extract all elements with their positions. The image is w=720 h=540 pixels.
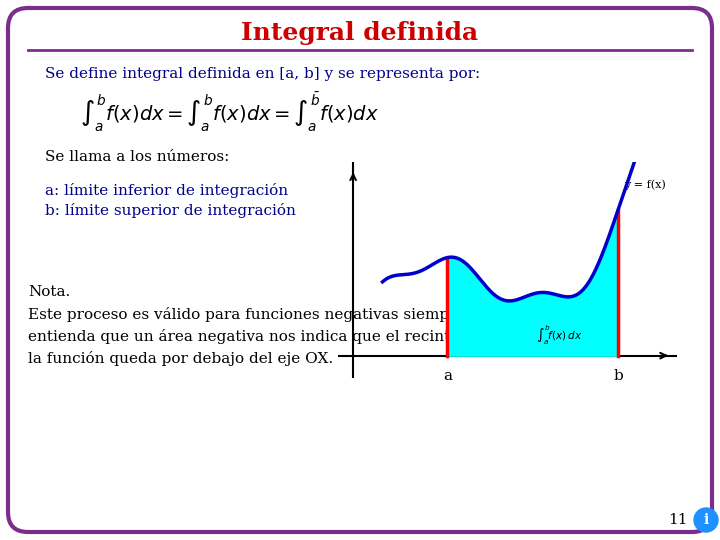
Text: b: límite superior de integración: b: límite superior de integración xyxy=(45,202,296,218)
Text: entienda que un área negativa nos indica que el recinto que delimita: entienda que un área negativa nos indica… xyxy=(28,328,561,343)
Text: 11: 11 xyxy=(668,513,688,527)
Text: Integral definida: Integral definida xyxy=(241,21,479,45)
FancyBboxPatch shape xyxy=(8,8,712,532)
Text: $\int_a^b\!f(x)\,dx$: $\int_a^b\!f(x)\,dx$ xyxy=(536,323,582,347)
Text: i: i xyxy=(703,513,708,527)
Text: b: b xyxy=(613,369,623,383)
Text: Este proceso es válido para funciones negativas siempre que se: Este proceso es válido para funciones ne… xyxy=(28,307,521,321)
Text: Nota.: Nota. xyxy=(28,285,71,299)
Text: y = f(x): y = f(x) xyxy=(624,179,665,190)
Text: la función queda por debajo del eje OX.: la función queda por debajo del eje OX. xyxy=(28,350,333,366)
Text: a: límite inferior de integración: a: límite inferior de integración xyxy=(45,183,288,198)
Circle shape xyxy=(694,508,718,532)
Text: Se define integral definida en [a, b] y se representa por:: Se define integral definida en [a, b] y … xyxy=(45,67,480,81)
Text: $\int_a^b f(x)dx = \int_a^b f(x)dx = \int_a^{\bar{b}} f(x)dx$: $\int_a^b f(x)dx = \int_a^b f(x)dx = \in… xyxy=(81,90,379,134)
Text: Se llama a los números:: Se llama a los números: xyxy=(45,150,230,164)
Text: a: a xyxy=(443,369,451,383)
